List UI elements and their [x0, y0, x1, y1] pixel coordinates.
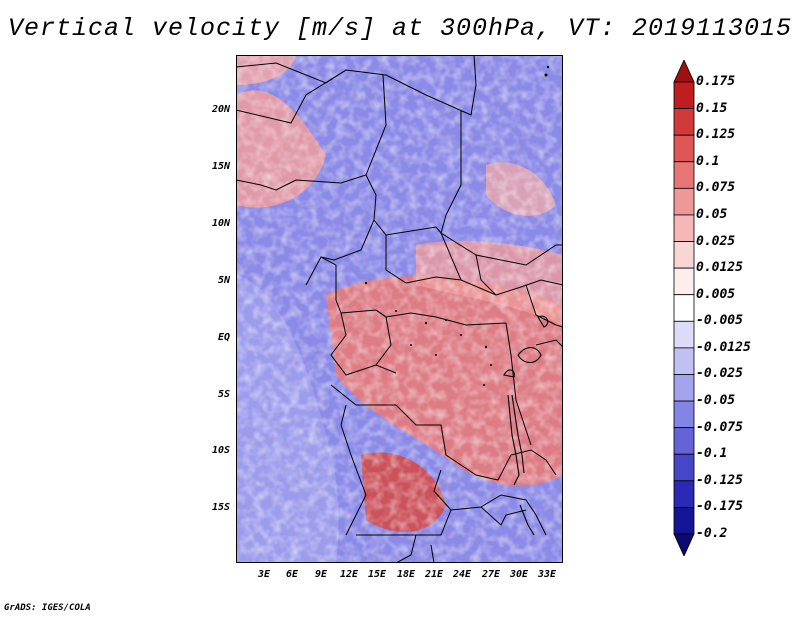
lon-label: 9E: [314, 569, 328, 580]
colorbar-box: [673, 161, 695, 189]
colorbar-box: [673, 400, 695, 429]
speckle-red: [236, 55, 563, 563]
colorbar-box: [673, 187, 695, 216]
colorbar-label: -0.075: [696, 419, 743, 435]
lon-label: 33E: [537, 569, 557, 580]
lat-label: 15S: [211, 502, 230, 513]
colorbar-box: [673, 480, 695, 508]
colorbar-box: [673, 134, 695, 163]
colorbar-box: [673, 347, 695, 375]
colorbar-label: -0.0125: [696, 339, 751, 355]
lat-label: 5S: [217, 389, 230, 400]
lat-label: 5N: [217, 275, 230, 286]
grads-credit: GrADS: IGES/COLA: [4, 603, 91, 613]
colorbar-label: 0.05: [696, 206, 728, 222]
colorbar-label: 0.0125: [696, 260, 743, 276]
colorbar-label: 0.125: [696, 127, 736, 143]
lat-label: EQ: [217, 332, 230, 343]
colorbar-box: [673, 81, 695, 109]
colorbar-label: 0.075: [696, 180, 736, 196]
colorbar-box: [673, 214, 695, 242]
colorbar-box: [673, 320, 695, 349]
colorbar-top-triangle: [673, 60, 695, 83]
colorbar-box: [673, 453, 695, 482]
colorbar-label: -0.175: [696, 499, 743, 515]
lat-label: 10N: [211, 218, 230, 229]
lon-label: 3E: [257, 569, 271, 580]
map-frame: [236, 55, 563, 563]
plot-title: Vertical velocity [m/s] at 300hPa, VT: 2…: [7, 14, 793, 43]
lon-label: 15E: [367, 569, 387, 580]
lon-label: 6E: [285, 569, 299, 580]
colorbar-box: [673, 241, 695, 269]
colorbar-box: [673, 267, 695, 296]
lat-label: 15N: [211, 161, 230, 172]
colorbar-label: -0.025: [696, 366, 743, 382]
colorbar-label: 0.025: [696, 233, 736, 249]
speckle-dots: [364, 65, 550, 386]
map-panel: [236, 55, 563, 563]
colorbar-label: -0.05: [696, 393, 736, 409]
colorbar-label: 0.005: [696, 286, 736, 302]
lon-label: 18E: [396, 569, 416, 580]
country-borders: [236, 55, 563, 563]
colorbar-label: -0.1: [696, 446, 728, 462]
colorbar: [673, 60, 695, 556]
colorbar-label: -0.005: [696, 313, 743, 329]
colorbar-label: -0.125: [696, 472, 743, 488]
lon-label: 30E: [509, 569, 529, 580]
colorbar-box: [673, 108, 695, 136]
colorbar-label: 0.15: [696, 100, 728, 116]
colorbar-label: -0.2: [696, 526, 728, 541]
lat-label: 10S: [211, 445, 230, 456]
lat-label: 20N: [211, 104, 230, 115]
lakes: [503, 315, 549, 536]
colorbar-label: 0.175: [696, 74, 736, 89]
colorbar-box: [673, 294, 695, 322]
lon-label: 12E: [339, 569, 359, 580]
colorbar-bottom-triangle: [673, 533, 695, 556]
lon-label: 24E: [452, 569, 472, 580]
lon-label: 21E: [424, 569, 444, 580]
colorbar-box: [673, 507, 695, 535]
colorbar-box: [673, 427, 695, 455]
colorbar-label: 0.1: [696, 153, 720, 169]
colorbar-box: [673, 374, 695, 402]
lon-label: 27E: [481, 569, 501, 580]
